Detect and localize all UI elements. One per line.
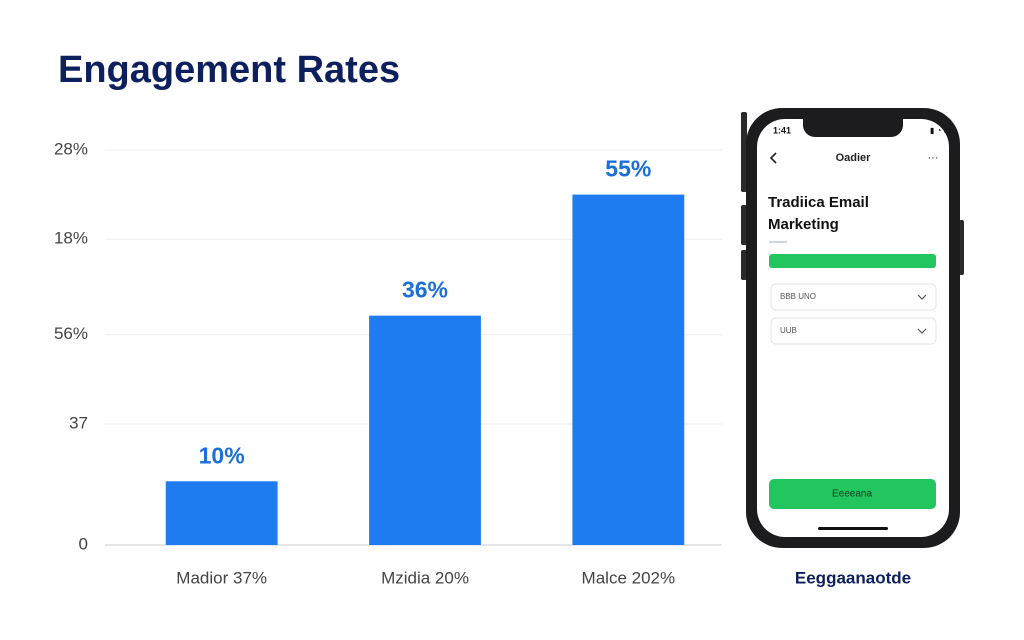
value-label: 55% xyxy=(605,156,651,182)
bar xyxy=(572,194,685,545)
home-indicator xyxy=(818,527,888,530)
y-tick-label: 18% xyxy=(54,229,88,248)
x-tick-label: Malce 202% xyxy=(582,568,676,587)
phone-button xyxy=(741,250,747,280)
more-icon[interactable]: ··· xyxy=(928,152,939,164)
x-tick-label: Mzidia 20% xyxy=(381,568,469,587)
back-icon[interactable] xyxy=(769,152,777,164)
dropdown[interactable] xyxy=(770,283,937,311)
plot: 0 37 56% 18% 28% 10% Madior 37% 36% Mzidia 20% 55… xyxy=(54,139,722,587)
dropdown[interactable] xyxy=(770,317,937,345)
progress-bar xyxy=(769,254,936,268)
divider xyxy=(769,241,787,243)
x-tick-label: Madior 37% xyxy=(176,568,267,587)
phone-button xyxy=(959,220,964,275)
dropdown-text: UUB xyxy=(780,326,797,335)
y-tick-label: 56% xyxy=(54,324,88,343)
chevron xyxy=(917,294,927,300)
phone-button xyxy=(741,205,747,245)
y-tick-label: 37 xyxy=(69,413,88,432)
status-time: 1:41 xyxy=(773,125,791,135)
phone-caption: Eeggaanaotde xyxy=(795,568,911,587)
dropdown-text: BBB UNO xyxy=(780,292,816,301)
notch xyxy=(803,119,903,137)
button-label: Eeeeana xyxy=(832,489,872,500)
status-icons: ▮ ◔ ▭ xyxy=(930,126,951,135)
bar xyxy=(165,481,278,545)
action-button[interactable] xyxy=(769,479,936,509)
value-label: 36% xyxy=(402,277,448,303)
phone: 1:41 ▮ ◔ ▭ Oadier ··· Tradiica Email Mar… xyxy=(741,108,964,548)
phone-button xyxy=(741,112,747,192)
screen-header: Oadier xyxy=(836,152,872,164)
chart-title: Engagement Rates xyxy=(58,49,400,91)
chevron xyxy=(917,328,927,334)
heading-box: Tradiica Email Marketing xyxy=(768,194,869,233)
screen-heading: Tradiica Email Marketing xyxy=(768,194,869,233)
y-tick-label: 28% xyxy=(54,139,88,158)
value-label: 10% xyxy=(199,442,245,468)
bar xyxy=(369,315,481,545)
y-tick-label: 0 xyxy=(79,534,88,553)
